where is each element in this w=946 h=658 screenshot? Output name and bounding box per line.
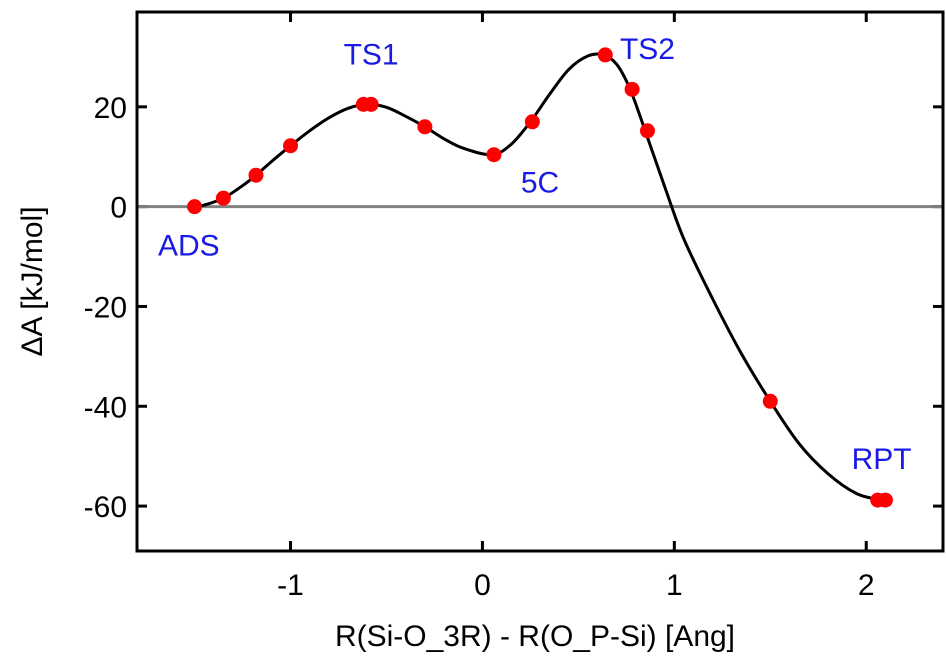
y-tick-label: -60 <box>84 491 127 524</box>
annotation-ts2: TS2 <box>620 33 675 66</box>
x-tick-label: 1 <box>666 569 683 602</box>
data-point <box>639 123 655 139</box>
data-point <box>417 119 433 135</box>
y-tick-label: 20 <box>94 92 127 125</box>
annotation-rpt: RPT <box>852 443 912 476</box>
x-tick-label: 2 <box>858 569 875 602</box>
data-point <box>486 147 502 163</box>
x-axis-label: R(Si-O_3R) - R(O_P-Si) [Ang] <box>335 620 735 653</box>
y-tick-label: -40 <box>84 391 127 424</box>
y-axis-label: ΔA [kJ/mol] <box>16 206 49 356</box>
data-point <box>624 81 640 97</box>
data-point <box>363 96 379 112</box>
plot-frame <box>135 10 945 553</box>
data-point <box>877 492 893 508</box>
x-tick-label: -1 <box>277 569 304 602</box>
data-point <box>524 114 540 130</box>
data-point <box>762 393 778 409</box>
data-point <box>215 190 231 206</box>
y-tick-label: 0 <box>110 192 127 225</box>
data-point <box>597 47 613 63</box>
annotation-5c: 5C <box>521 167 559 200</box>
annotation-ads: ADS <box>158 230 220 263</box>
data-point <box>248 167 264 183</box>
annotations: ADS TS1 5C TS2 RPT <box>158 33 912 476</box>
axis-ticks <box>137 12 943 551</box>
y-tick-label: -20 <box>84 291 127 324</box>
data-point <box>187 199 203 215</box>
annotation-ts1: TS1 <box>344 38 399 71</box>
x-tick-label: 0 <box>474 569 491 602</box>
tick-labels: -1 0 1 2 -60 -40 -20 0 20 <box>84 92 875 602</box>
data-points <box>187 47 893 508</box>
data-point <box>283 138 299 154</box>
